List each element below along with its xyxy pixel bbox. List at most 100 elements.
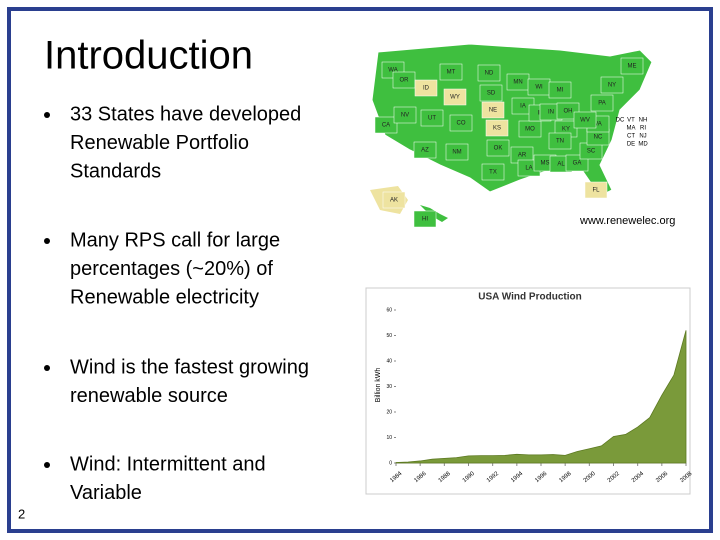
slide-title: Introduction [44, 34, 253, 78]
bullet-text: Renewable Portfolio [70, 132, 249, 154]
state-region [590, 94, 614, 112]
small-state-label: NJ [639, 134, 646, 140]
state-label: KS [493, 126, 501, 132]
y-axis-label: Billion kWh [375, 368, 382, 403]
map-credit: www.renewelec.org [579, 215, 675, 227]
y-tick-label: 20 [386, 409, 392, 415]
bullet-text: Wind: Intermittent and [70, 453, 266, 475]
state-region [445, 143, 469, 161]
state-region [374, 116, 398, 134]
bullet-text: Standards [70, 160, 161, 182]
state-label: CA [382, 123, 390, 129]
state-label: MN [513, 80, 522, 86]
state-region [548, 132, 572, 150]
state-label: ME [628, 64, 637, 70]
state-label: WI [535, 85, 543, 91]
state-label: WV [580, 118, 590, 124]
state-label: PA [598, 101, 606, 107]
state-label: IA [520, 104, 526, 110]
state-region [481, 163, 505, 181]
state-label: NV [401, 113, 409, 119]
state-label: VA [594, 122, 602, 128]
state-label: TX [489, 170, 497, 176]
state-region [382, 191, 406, 209]
state-label: NE [489, 108, 497, 114]
state-region [443, 88, 467, 106]
state-label: OK [494, 146, 503, 152]
state-label: LA [525, 166, 532, 172]
state-region [486, 139, 510, 157]
small-state-label: DC [616, 118, 625, 124]
state-label: FL [592, 188, 600, 194]
state-label: HI [422, 217, 428, 223]
state-region [584, 181, 608, 199]
y-tick-label: 40 [386, 358, 392, 364]
small-state-label: CT [627, 134, 635, 140]
state-label: AR [518, 153, 527, 159]
state-region [573, 111, 597, 129]
state-label: KY [562, 127, 570, 133]
bullet-dot [44, 365, 50, 371]
state-region [413, 141, 437, 159]
small-state-label: NH [639, 118, 648, 124]
state-label: OR [400, 78, 410, 84]
small-state-label: VT [627, 118, 635, 124]
state-region [439, 63, 463, 81]
bullet-dot [44, 112, 50, 118]
state-label: NY [608, 83, 616, 89]
slide-frame [7, 7, 713, 533]
state-region [449, 114, 473, 132]
state-label: UT [428, 116, 436, 122]
state-label: SC [587, 149, 596, 155]
y-tick-label: 30 [386, 384, 392, 390]
small-state-label: MD [638, 142, 648, 148]
state-region [414, 79, 438, 97]
state-label: NM [452, 150, 461, 156]
bullet-text: renewable source [70, 385, 228, 407]
bullet-text: Wind is the fastest growing [70, 356, 309, 378]
bullet-text: Renewable electricity [70, 286, 259, 308]
state-region [481, 101, 505, 119]
state-label: GA [573, 161, 582, 167]
state-label: WY [450, 95, 460, 101]
state-region [393, 106, 417, 124]
y-tick-label: 0 [389, 460, 392, 466]
chart-title: USA Wind Production [478, 292, 581, 303]
state-region [556, 102, 580, 120]
state-region [600, 76, 624, 94]
state-label: AK [390, 198, 398, 204]
state-label: MI [557, 88, 564, 94]
y-tick-label: 10 [386, 435, 392, 441]
state-label: MT [447, 70, 456, 76]
state-label: OH [564, 109, 573, 115]
bullet-text: percentages (~20%) of [70, 258, 273, 280]
area [395, 330, 687, 464]
state-label: ID [423, 86, 430, 92]
bullet-dot [44, 238, 50, 244]
state-label: SD [487, 91, 496, 97]
state-label: AZ [421, 148, 429, 154]
state-region [413, 210, 437, 228]
small-state-label: DE [627, 142, 635, 148]
state-label: TN [556, 139, 564, 145]
state-region [477, 64, 501, 82]
state-label: CO [457, 121, 466, 127]
state-label: ND [485, 71, 494, 77]
y-tick-label: 50 [386, 333, 392, 339]
state-label: IN [548, 110, 554, 116]
state-region [479, 84, 503, 102]
state-region [548, 81, 572, 99]
state-region [420, 109, 444, 127]
state-region [485, 119, 509, 137]
bullet-dot [44, 462, 50, 468]
y-tick-label: 60 [386, 307, 392, 313]
page-number: 2 [18, 506, 25, 521]
state-label: NC [594, 135, 603, 141]
bullets: 33 States have developed Renewable Portfo… [44, 103, 309, 504]
small-state-label: MA [627, 126, 636, 132]
state-label: MO [525, 127, 535, 133]
bullet-text: Many RPS call for large [70, 229, 280, 251]
